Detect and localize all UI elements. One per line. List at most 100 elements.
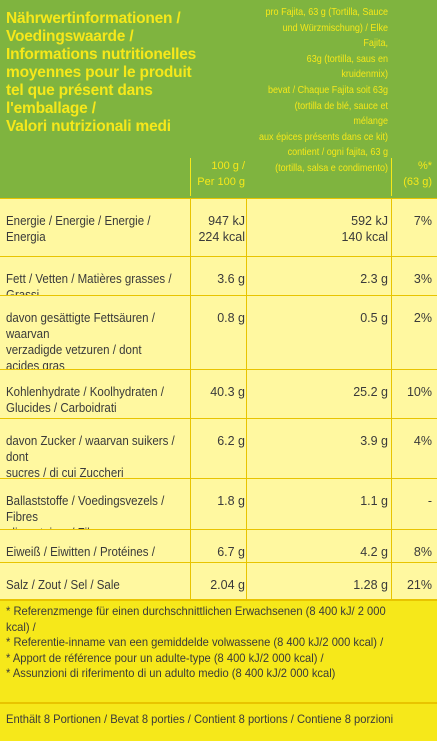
column-divider [391, 296, 392, 370]
value-per-100g-line: 40.3 g [210, 385, 245, 399]
percent-ri: 4% [413, 434, 432, 448]
nutrient-label-line: davon Zucker / waarvan suikers / dont [6, 434, 175, 464]
value-per-portion: 1.1 g [300, 479, 388, 509]
value-per-portion: 25.2 g [300, 370, 388, 400]
value-per-portion: 1.28 g [300, 563, 388, 593]
value-per-100g: 3.6 g [189, 257, 245, 287]
nutrient-label-line: Salz / Zout / Sel / Sale [6, 578, 120, 592]
column-divider [246, 199, 247, 257]
column-divider [246, 296, 247, 370]
column-divider [391, 419, 392, 479]
column-divider [246, 370, 247, 419]
percent-ri: 7% [413, 214, 432, 228]
column-divider [190, 199, 191, 257]
nutrient-label-line: sucres / di cui Zuccheri [6, 466, 124, 480]
value-per-100g-line: 947 kJ [208, 214, 245, 228]
column-divider [190, 479, 191, 530]
table-row: Ballaststoffe / Voedingsvezels / Fibresa… [0, 478, 437, 540]
table-row: Fett / Vetten / Matières grasses / Grass… [0, 256, 437, 302]
value-per-portion-line: 2.3 g [360, 272, 388, 286]
header-portion-line: und Würzmischung) / Elke Fajita, [282, 21, 388, 50]
column-divider [190, 563, 191, 600]
value-per-portion: 2.3 g [300, 257, 388, 287]
value-per-100g-line: 6.2 g [217, 434, 245, 448]
header-title-line: l'emballage / [6, 100, 96, 117]
column-divider [246, 530, 247, 563]
footnote-line: * Referenzmenge für einen durchschnittli… [6, 604, 386, 634]
header-percent-line: (63 g) [403, 176, 432, 188]
percent-ri: 8% [413, 545, 432, 559]
portions-note: Enthält 8 Portionen / Bevat 8 porties / … [6, 712, 394, 726]
column-divider [190, 530, 191, 563]
footnotes: * Referenzmenge für einen durchschnittli… [6, 604, 404, 682]
table-row: davon gesättigte Fettsäuren / waarvan ver… [0, 295, 437, 405]
value-per-100g: 6.7 g [189, 530, 245, 560]
header-portion-line: aux épices présents dans ce kit) [259, 130, 388, 143]
column-divider [391, 479, 392, 530]
value-per-100g: 2.04 g [189, 563, 245, 593]
value-per-portion-line: 0.5 g [360, 311, 388, 325]
column-divider [190, 370, 191, 419]
table-header: Nährwertinformationen / Voedingswaarde / I… [0, 0, 437, 198]
column-divider [391, 530, 392, 563]
header-per-100g-line: Per 100 g [197, 176, 245, 188]
nutrient-label-line: Glucides / Carboidrati [6, 401, 117, 415]
column-divider [391, 199, 392, 257]
header-title-line: Valori nutrizionali medi [6, 118, 171, 135]
header-portion-line: (tortilla de blé, sauce et mélange [294, 99, 388, 128]
header-title-line: Informations nutritionelles [6, 46, 197, 63]
column-divider [391, 370, 392, 419]
value-per-100g-line: 224 kcal [198, 230, 245, 244]
nutrient-label-line: davon gesättigte Fettsäuren / waarvan [6, 311, 155, 341]
nutrient-label: Energie / Energie / Energie / Energia [6, 199, 177, 245]
value-per-portion: 0.5 g [300, 296, 388, 326]
footnote-line: * Assunzioni di riferimento di un adulto… [6, 666, 336, 680]
nutrient-label: Salz / Zout / Sel / Sale [6, 563, 177, 593]
value-per-100g-line: 3.6 g [217, 272, 245, 286]
header-portion-line: bevat / Chaque Fajita soit 63g [268, 83, 388, 96]
value-per-100g: 0.8 g [189, 296, 245, 326]
header-portion-line: 63g (tortilla, saus en kruidenmix) [306, 52, 388, 81]
percent-ri: 10% [406, 385, 432, 399]
column-divider [391, 257, 392, 296]
header-portion-line: pro Fajita, 63 g (Tortilla, Sauce [265, 6, 388, 18]
header-percent-line: %* [417, 160, 432, 172]
value-per-portion-line: 25.2 g [353, 385, 388, 399]
header-title-line: tel que présent dans [6, 82, 153, 99]
nutrient-label: davon Zucker / waarvan suikers / dont suc… [6, 419, 177, 481]
table-row: Salz / Zout / Sel / Sale 2.04 g 1.28 g 21% [0, 562, 437, 600]
table-row: Energie / Energie / Energie / Energia 947 … [0, 198, 437, 257]
table-row: davon Zucker / waarvan suikers / dont suc… [0, 418, 437, 481]
value-per-100g-line: 0.8 g [217, 311, 245, 325]
header-portion-line: contient / ogni fajita, 63 g [287, 146, 388, 159]
table-bottom-border [0, 599, 437, 601]
footnote-line: * Apport de référence pour un adulte-typ… [6, 650, 324, 665]
value-per-portion-line: 140 kcal [341, 230, 388, 244]
column-divider [246, 563, 247, 600]
header-portion-line: (tortilla, salsa e condimento) [275, 161, 388, 174]
nutrient-label-line: Energia [6, 230, 46, 244]
header-divider [190, 158, 191, 196]
value-per-100g: 1.8 g [189, 479, 245, 509]
value-per-100g: 6.2 g [189, 419, 245, 449]
value-per-portion: 4.2 g [300, 530, 388, 560]
header-title-line: Nährwertinformationen / [6, 10, 181, 27]
table-row: Eiweiß / Eiwitten / Protéines / Proteine… [0, 529, 437, 575]
value-per-portion-line: 4.2 g [360, 545, 388, 559]
value-per-portion-line: 592 kJ [351, 214, 388, 228]
value-per-100g-line: 6.7 g [217, 545, 245, 559]
value-per-100g: 947 kJ 224 kcal [189, 199, 245, 245]
header-portion-description: pro Fajita, 63 g (Tortilla, Sauce und Wür… [259, 5, 388, 177]
nutrient-label-line: Ballaststoffe / Voedingsvezels / Fibres [6, 494, 165, 524]
column-divider [190, 419, 191, 479]
nutrient-label-line: Energie / Energie / Energie / [6, 214, 151, 228]
column-divider [391, 563, 392, 600]
column-divider [246, 479, 247, 530]
column-divider [246, 257, 247, 296]
percent-ri: - [427, 494, 432, 508]
value-per-portion-line: 1.1 g [360, 494, 388, 508]
header-title: Nährwertinformationen / Voedingswaarde / I… [6, 10, 238, 136]
percent-ri: 21% [406, 578, 432, 592]
value-per-portion: 3.9 g [300, 419, 388, 449]
divider [0, 702, 437, 704]
